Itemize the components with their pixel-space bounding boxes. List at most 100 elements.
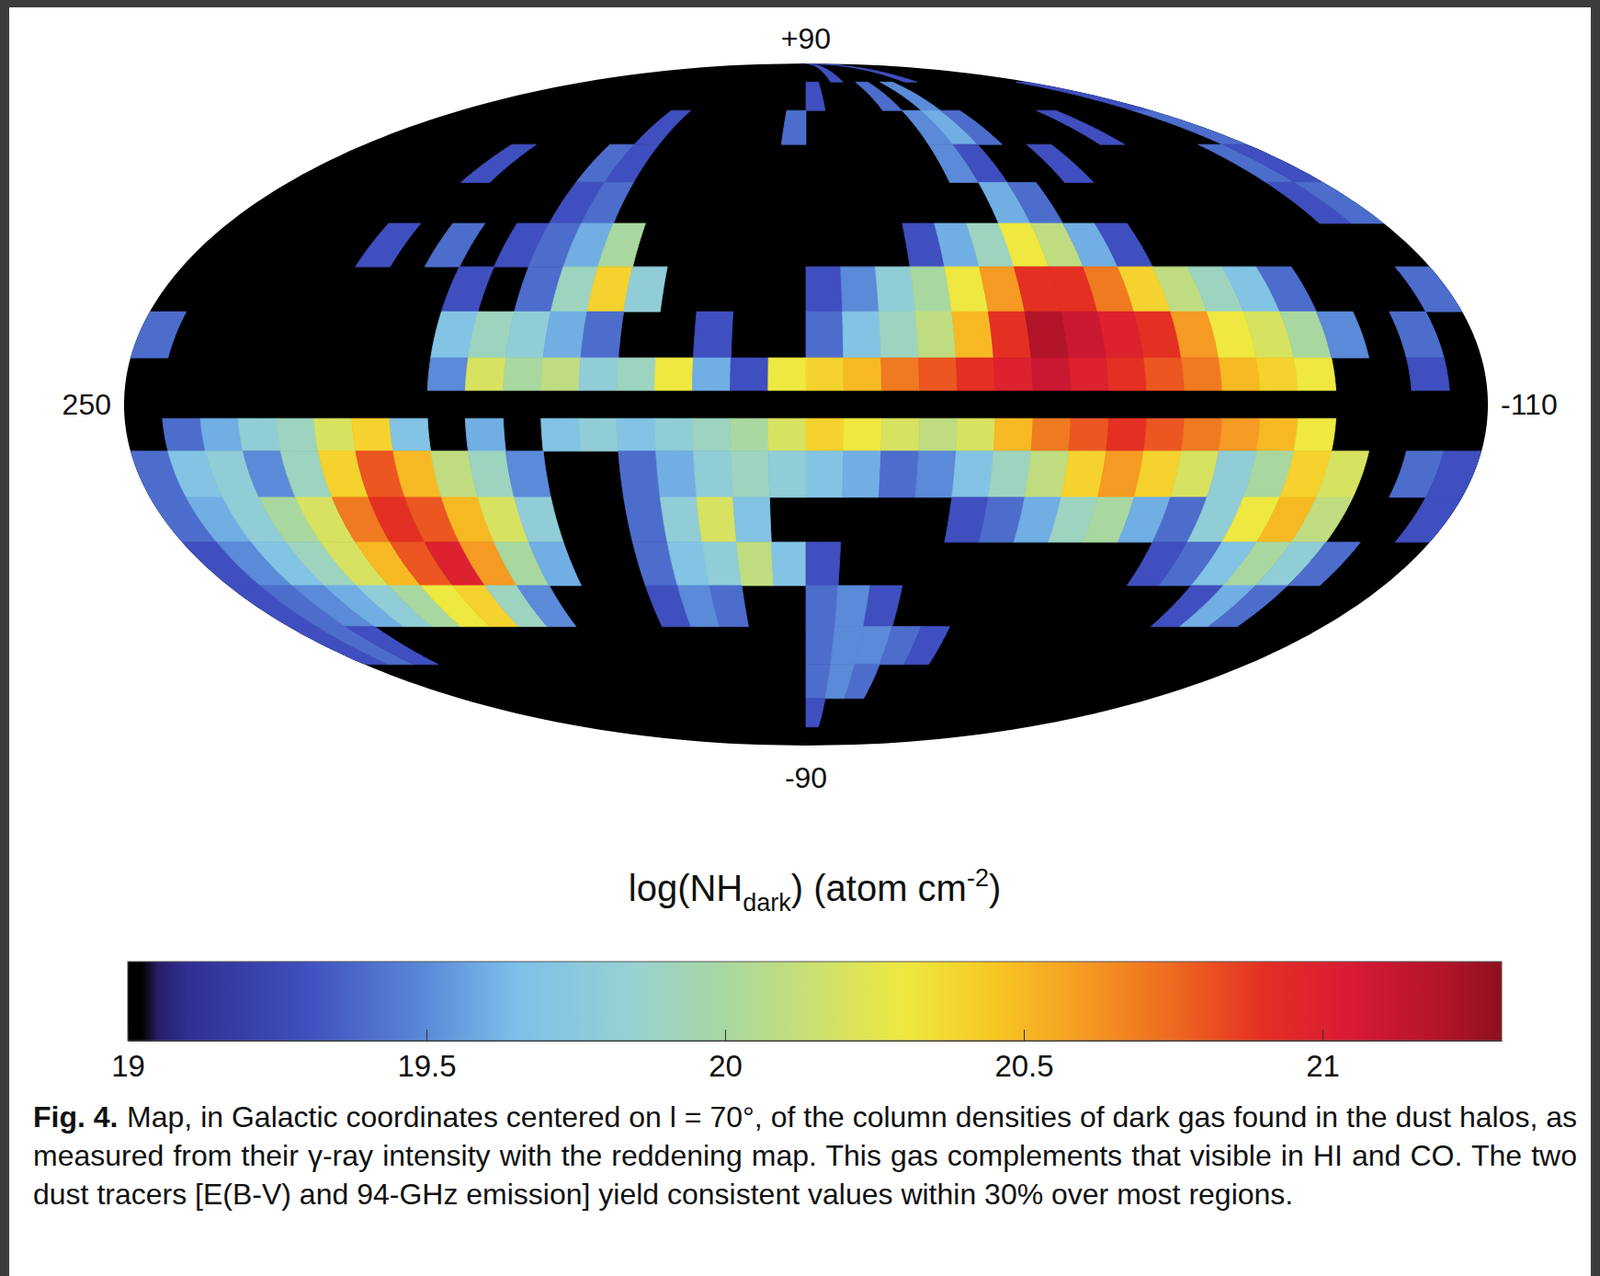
- cell: [505, 451, 551, 498]
- cell: [940, 110, 1002, 145]
- cell: [987, 451, 1032, 498]
- cell: [1007, 181, 1063, 224]
- cell: [578, 357, 619, 391]
- cell: [517, 585, 577, 627]
- colorbar-tick-mark: [127, 1029, 129, 1041]
- colorbar-axis: 1919.52020.521: [111, 1029, 1502, 1083]
- cell: [771, 542, 806, 586]
- cell: [1218, 357, 1260, 391]
- cell: [805, 542, 841, 586]
- cell: [424, 223, 485, 267]
- cell: [1389, 311, 1445, 358]
- cell: [955, 418, 996, 452]
- latitude-label: +90: [781, 22, 831, 56]
- cell: [1068, 418, 1110, 452]
- cell: [1293, 418, 1337, 452]
- cell: [1316, 311, 1369, 358]
- cell: [659, 497, 703, 543]
- cell: [863, 585, 903, 627]
- cell: [696, 497, 738, 543]
- cell: [1222, 144, 1324, 182]
- cell: [1208, 585, 1288, 627]
- cell: [952, 451, 995, 498]
- cell: [503, 357, 545, 391]
- cell: [1024, 311, 1069, 358]
- cell: [351, 418, 394, 452]
- cell: [1144, 418, 1185, 452]
- cell: [737, 542, 774, 586]
- cell: [624, 266, 669, 312]
- cell: [993, 357, 1033, 391]
- cell: [840, 266, 880, 312]
- cell: [1287, 542, 1361, 586]
- cell: [919, 418, 958, 452]
- cell: [162, 418, 206, 452]
- cell: [805, 63, 843, 82]
- cell: [874, 266, 916, 312]
- cell: [805, 585, 839, 627]
- colorbar-tick-label: 21: [1305, 1048, 1340, 1083]
- cell: [904, 626, 951, 665]
- cell: [781, 110, 806, 145]
- longitude-label: -110: [1500, 387, 1558, 421]
- cell: [634, 110, 691, 145]
- cell: [1144, 357, 1185, 391]
- colorbar-tick-mark: [426, 1029, 428, 1041]
- cell: [1316, 451, 1369, 498]
- cell: [541, 418, 581, 452]
- cell: [427, 357, 468, 391]
- cell: [1132, 110, 1248, 145]
- colorbar-tick-mark: [1023, 1029, 1025, 1041]
- cell: [692, 451, 733, 498]
- cell: [915, 311, 956, 358]
- cell: [514, 497, 564, 543]
- cell: [805, 81, 826, 111]
- latitude-label: -90: [784, 760, 828, 795]
- colorbar-axis-line: [128, 1040, 1503, 1042]
- colorbar-tick: 20: [708, 1029, 743, 1083]
- cell: [618, 451, 661, 498]
- colorbar-tick-label: 20: [708, 1048, 743, 1083]
- cell: [200, 418, 243, 452]
- cell: [1293, 357, 1337, 391]
- caption: Fig. 4.Map, in Galactic coordinates cent…: [33, 1097, 1578, 1214]
- cell: [880, 81, 942, 111]
- colorbar-title-part: log(NH: [628, 867, 743, 908]
- cell: [842, 451, 882, 498]
- cell: [993, 418, 1033, 452]
- cell: [465, 357, 506, 391]
- cell: [1256, 357, 1298, 391]
- cell: [1256, 418, 1298, 452]
- cell: [389, 418, 432, 452]
- colorbar-tick-mark: [1322, 1029, 1324, 1041]
- colorbar-title-part: ) (atom cm: [791, 867, 967, 908]
- cell: [881, 418, 920, 452]
- cell: [692, 418, 731, 452]
- cell: [656, 451, 697, 498]
- cell: [314, 418, 356, 452]
- colorbar-tick: 19.5: [397, 1029, 456, 1083]
- cell: [952, 311, 995, 358]
- cell: [1026, 144, 1094, 182]
- cell: [543, 311, 588, 358]
- cell: [345, 626, 438, 665]
- colorbar-tick: 19: [111, 1029, 146, 1083]
- cell: [580, 181, 634, 224]
- cell: [654, 357, 693, 391]
- cell: [953, 144, 1008, 182]
- colorbar-title-part: dark: [742, 888, 792, 917]
- cell: [1106, 418, 1147, 452]
- cell: [654, 418, 693, 452]
- cell: [1395, 497, 1463, 543]
- cell: [1024, 451, 1069, 498]
- caption-label: Fig. 4.: [33, 1100, 118, 1134]
- sky-background: [124, 63, 1488, 746]
- cell: [465, 418, 506, 452]
- colorbar: [127, 961, 1502, 1041]
- cell: [709, 585, 749, 627]
- cells: [130, 63, 1482, 727]
- cell: [616, 418, 657, 452]
- colorbar-title: log(NHdark) (atom cm-2): [628, 863, 1001, 917]
- cell: [843, 418, 883, 452]
- cell: [919, 357, 958, 391]
